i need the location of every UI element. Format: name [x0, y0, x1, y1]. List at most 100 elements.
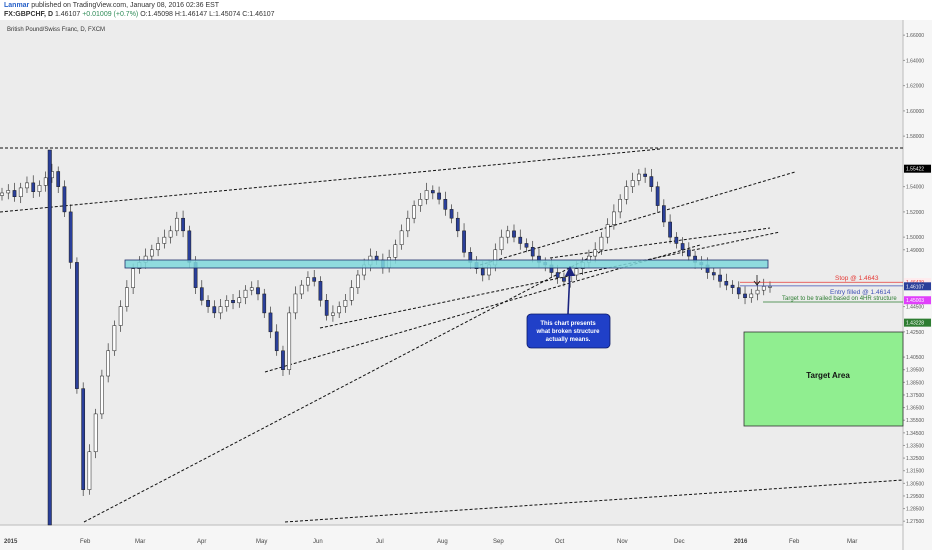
x-tick-label: Oct [555, 539, 565, 545]
candle-body [455, 217, 460, 232]
candle-body [612, 211, 616, 225]
candle-body [630, 180, 635, 187]
candle-body [212, 306, 217, 314]
candle-body [643, 173, 647, 177]
candle-body [512, 230, 516, 238]
trend-line [549, 227, 771, 259]
candle-body [736, 287, 741, 295]
price-tag-label: 1.43228 [906, 321, 924, 327]
candle-body [593, 249, 598, 257]
candle-body [237, 297, 242, 304]
candle-body [218, 306, 223, 314]
candle-body [337, 306, 342, 314]
x-tick-label: May [256, 539, 267, 545]
y-tick-label: 1.28500 [906, 507, 924, 513]
candle-body [75, 262, 79, 389]
candle-body [112, 325, 117, 352]
x-tick-label: Feb [789, 539, 800, 545]
x-tick-label: Apr [197, 539, 206, 545]
candle-body [199, 287, 204, 301]
price-change: +0.01009 (+0.7%) [82, 11, 139, 18]
price-tag-label: 1.55422 [906, 167, 924, 173]
y-tick-label: 1.38500 [906, 380, 924, 386]
y-tick-label: 1.30500 [906, 481, 924, 487]
candle-body [6, 190, 11, 194]
candle-body [599, 236, 604, 251]
x-tick-label: Nov [617, 539, 628, 545]
candle-body [624, 186, 629, 200]
y-tick-label: 1.34500 [906, 431, 924, 437]
candle-body [287, 312, 292, 370]
trend-line [284, 479, 904, 523]
candle-body [68, 211, 73, 263]
candle-body [686, 249, 691, 257]
candle-body [655, 186, 660, 206]
candle-body [399, 230, 404, 245]
candle-body [718, 274, 722, 282]
candle-body [418, 199, 423, 206]
low-value: L:1.45074 [209, 11, 241, 18]
candle-body [449, 209, 454, 219]
candle-body [25, 182, 29, 189]
candle-body [43, 177, 48, 186]
candle-body [299, 284, 304, 295]
candle-body [206, 300, 210, 307]
candle-body [56, 171, 61, 187]
candle-body [668, 221, 672, 238]
publish-text: published on TradingView.com, January 08… [31, 2, 220, 9]
candle-body [424, 190, 429, 200]
candle-body [499, 236, 504, 251]
plot-area [0, 20, 903, 525]
candle-body [256, 287, 260, 295]
candle-body [562, 277, 566, 282]
chart-title: British Pound/Swiss Franc, D, FXCM [7, 27, 105, 33]
callout-text: actually means. [546, 337, 591, 343]
candle-body [555, 272, 560, 278]
y-tick-label: 1.31500 [906, 469, 924, 475]
x-tick-label: Jun [313, 539, 323, 545]
candle-body [443, 199, 448, 210]
y-tick-label: 1.50000 [906, 235, 924, 241]
candle-body [674, 236, 679, 244]
candle-body [749, 293, 754, 298]
candle-body [0, 192, 4, 196]
candle-body [100, 375, 104, 415]
candle-body [131, 268, 135, 288]
candle-body [331, 312, 335, 316]
x-tick-labels: 2015 Feb Mar Apr May Jun Jul Aug Sep Oct Nov Dec 201… [4, 539, 857, 545]
candle-body [730, 284, 735, 288]
price-tag [904, 164, 931, 173]
candle-body [224, 300, 229, 307]
open-value: O:1.45098 [140, 11, 173, 18]
candle-body [637, 173, 641, 181]
callout-text: what broken structure [535, 329, 600, 335]
candle-body [306, 277, 310, 286]
candle-body [106, 350, 110, 377]
y-tick-label: 1.29500 [906, 494, 924, 500]
candle-body [18, 187, 23, 198]
candle-body [262, 293, 267, 314]
trend-lines [0, 147, 904, 523]
y-tick-label: 1.40500 [906, 355, 924, 361]
x-tick-label: Sep [493, 539, 504, 545]
candle-body [324, 300, 329, 316]
x-tick-label: 2016 [734, 539, 748, 545]
y-tick-label: 1.35500 [906, 418, 924, 424]
candle-body [374, 255, 379, 261]
price-tag [904, 296, 931, 305]
high-value: H:1.46147 [174, 11, 208, 18]
candle-body [393, 244, 398, 258]
stop-label: Stop @ 1.4643 [835, 275, 879, 282]
candle-body [62, 186, 67, 213]
candle-body [412, 205, 416, 219]
candle-body [31, 182, 36, 192]
candle-body [662, 205, 666, 223]
candle-body [518, 236, 523, 244]
price-tag-label: 1.46107 [906, 284, 924, 290]
candle-body [93, 413, 98, 453]
author-name[interactable]: Lanmar [4, 2, 30, 9]
y-tick-label: 1.27500 [906, 519, 924, 525]
y-tick-label: 1.49000 [906, 248, 924, 254]
candle-body [156, 243, 160, 251]
